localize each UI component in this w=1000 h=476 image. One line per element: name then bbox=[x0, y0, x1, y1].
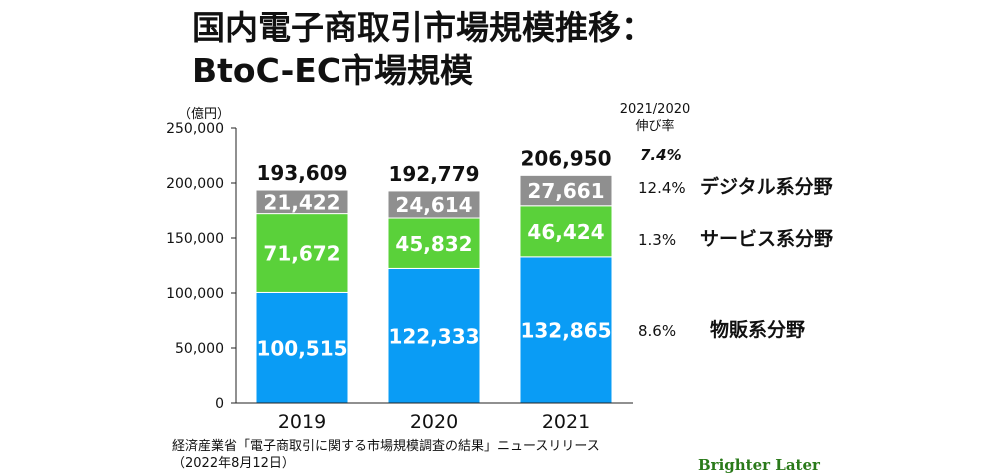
y-tick-label: 200,000 bbox=[166, 176, 224, 192]
y-tick-label: 50,000 bbox=[175, 341, 224, 357]
x-tick-label: 2021 bbox=[542, 411, 590, 433]
source-line-1: 経済産業省「電子商取引に関する市場規模調査の結果」ニュースリリース bbox=[172, 439, 600, 454]
chart-title: 国内電子商取引市場規模推移： BtoC-EC市場規模 bbox=[192, 6, 654, 92]
series-growth-rate: 8.6% bbox=[638, 322, 676, 340]
y-tick-label: 150,000 bbox=[166, 231, 224, 247]
total-value-label: 206,950 bbox=[520, 146, 611, 170]
y-axis-ticks: 0 50,000 100,000 150,000 200,000 250,000 bbox=[166, 121, 236, 412]
title-line-2: BtoC-EC市場規模 bbox=[192, 51, 474, 90]
series-name-label: デジタル系分野 bbox=[700, 175, 833, 198]
bar-segment-service bbox=[519, 205, 613, 258]
source-line-2: （2022年8月12日） bbox=[172, 456, 295, 471]
segment-value-label: 45,832 bbox=[395, 232, 472, 256]
segment-value-label: 100,515 bbox=[256, 336, 347, 360]
segment-value-label: 122,333 bbox=[388, 324, 479, 348]
y-tick-label: 100,000 bbox=[166, 286, 224, 302]
growth-legend: 7.4% 12.4% デジタル系分野 1.3% サービス系分野 8.6% 物販系分野 bbox=[638, 146, 833, 341]
bar-segment-digital bbox=[387, 190, 481, 219]
segment-value-label: 71,672 bbox=[263, 242, 340, 266]
series-growth-rate: 12.4% bbox=[638, 179, 686, 197]
brand-logo: Brighter Later bbox=[698, 456, 820, 474]
bar-segment-digital bbox=[519, 174, 613, 207]
data-labels: 100,515 71,672 21,422 193,609 122,333 45,832 2… bbox=[256, 146, 611, 360]
x-tick-label: 2020 bbox=[410, 411, 458, 433]
segment-value-label: 27,661 bbox=[527, 179, 604, 203]
x-axis-ticks: 2019 2020 2021 bbox=[278, 411, 590, 433]
bar-segment-digital bbox=[255, 189, 349, 215]
bar-segment-physical bbox=[387, 267, 481, 404]
series-name-label: サービス系分野 bbox=[700, 228, 833, 250]
segment-value-label: 24,614 bbox=[395, 193, 472, 217]
segment-value-label: 132,865 bbox=[520, 319, 611, 343]
title-line-1: 国内電子商取引市場規模推移： bbox=[192, 8, 654, 47]
series-growth-rate: 1.3% bbox=[638, 231, 676, 249]
y-tick-label: 250,000 bbox=[166, 121, 224, 137]
x-tick-label: 2019 bbox=[278, 411, 326, 433]
total-growth-rate: 7.4% bbox=[640, 146, 682, 164]
growth-rate-header: 2021/2020 伸び率 bbox=[612, 101, 698, 135]
segment-value-label: 46,424 bbox=[527, 220, 604, 244]
segment-value-label: 21,422 bbox=[263, 190, 340, 214]
bar-segment-physical bbox=[519, 256, 613, 404]
bar-group bbox=[255, 174, 613, 404]
total-value-label: 193,609 bbox=[256, 161, 347, 185]
y-tick-label: 0 bbox=[215, 396, 224, 412]
bar-segment-service bbox=[387, 217, 481, 269]
bar-segment-service bbox=[255, 213, 349, 293]
source-note: 経済産業省「電子商取引に関する市場規模調査の結果」ニュースリリース （2022年… bbox=[172, 438, 600, 472]
y-axis-unit-label: （億円） bbox=[178, 107, 231, 122]
series-name-label: 物販系分野 bbox=[710, 318, 805, 341]
growth-rate-header-label: 伸び率 bbox=[635, 119, 675, 134]
growth-rate-header-years: 2021/2020 bbox=[619, 102, 691, 117]
bar-segment-physical bbox=[255, 291, 349, 404]
total-value-label: 192,779 bbox=[388, 162, 479, 186]
